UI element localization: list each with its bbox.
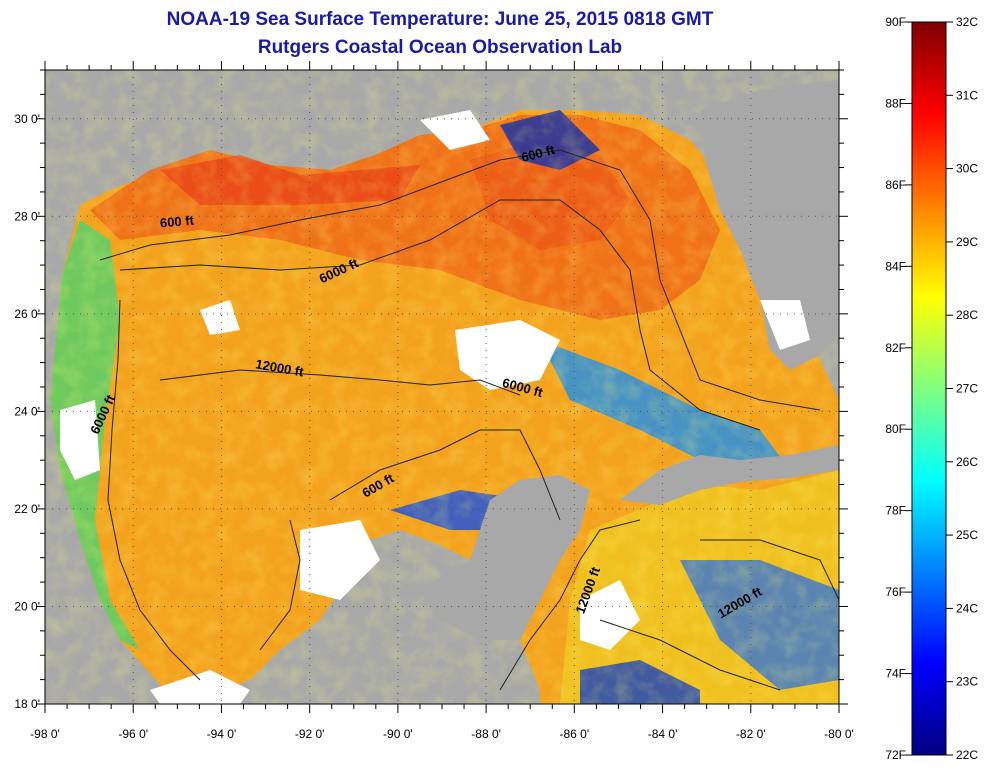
lon-tick-label: -90 0' [383, 727, 413, 741]
cuba-land [620, 445, 839, 505]
colorbar-label-c: 24C [956, 601, 978, 615]
lat-tick-label: 18 0' [14, 697, 40, 711]
graticule [45, 70, 839, 704]
colorbar-label-c: 22C [956, 748, 978, 762]
fahrenheit-labels: 90F 88F 86F 84F 82F 80F 78F 76F 74F 72F [885, 15, 912, 762]
yucatan-land [420, 475, 590, 640]
colorbar-label-c: 29C [956, 235, 978, 249]
lon-tick-label: -96 0' [118, 727, 148, 741]
contour-label: 600 ft [159, 213, 195, 231]
colorbar-label-f: 84F [885, 259, 906, 273]
colorbar-label-f: 86F [885, 178, 906, 192]
axis-ticks: -98 0' -96 0' -94 0' -92 0' -90 0' -88 0' -86 … [14, 61, 854, 741]
colorbar-scale [911, 21, 947, 756]
temperature-colorbar: 90F 88F 86F 84F 82F 80F 78F 76F 74F 72F 32C 31C 30C… [885, 15, 978, 762]
colorbar-label-c: 28C [956, 308, 978, 322]
colorbar-label-c: 26C [956, 455, 978, 469]
lon-tick-label: -82 0' [736, 727, 766, 741]
celsius-labels: 32C 31C 30C 29C 28C 27C 26C 25C 24C 23C 22C [946, 15, 978, 762]
lon-tick-label: -92 0' [295, 727, 325, 741]
lon-tick-label: -86 0' [560, 727, 590, 741]
colorbar-label-f: 74F [885, 667, 906, 681]
colorbar-label-f: 88F [885, 96, 906, 110]
colorbar-label-c: 27C [956, 382, 978, 396]
colorbar-label-c: 30C [956, 162, 978, 176]
lon-tick-label: -88 0' [471, 727, 501, 741]
colorbar-label-c: 31C [956, 88, 978, 102]
lat-tick-label: 30 0' [14, 112, 40, 126]
lat-tick-label: 24 0' [14, 404, 40, 418]
colorbar-label-f: 82F [885, 341, 906, 355]
lat-tick-label: 26 0' [14, 307, 40, 321]
colorbar-label-f: 80F [885, 422, 906, 436]
lat-tick-label: 22 0' [14, 502, 40, 516]
florida-land [700, 80, 839, 370]
colorbar-label-f: 76F [885, 585, 906, 599]
sst-map: -98 0' -96 0' -94 0' -92 0' -90 0' -88 0' -86 … [14, 61, 854, 741]
colorbar-label-c: 25C [956, 528, 978, 542]
lat-tick-label: 20 0' [14, 599, 40, 613]
lon-tick-label: -84 0' [648, 727, 678, 741]
colorbar-label-f: 90F [885, 15, 906, 29]
map-title: NOAA-19 Sea Surface Temperature: June 25… [166, 9, 714, 30]
bathymetry-contours [99, 149, 839, 691]
lon-tick-label: -98 0' [30, 727, 60, 741]
colorbar-label-f: 78F [885, 504, 906, 518]
colorbar-label-f: 72F [885, 748, 906, 762]
colorbar-label-c: 23C [956, 675, 978, 689]
cloud-cover [60, 110, 810, 704]
map-subtitle: Rutgers Coastal Ocean Observation Lab [257, 37, 623, 58]
lon-tick-label: -80 0' [824, 727, 854, 741]
lon-tick-label: -94 0' [207, 727, 237, 741]
lat-tick-label: 28 0' [14, 209, 40, 223]
colorbar-label-c: 32C [956, 15, 978, 29]
